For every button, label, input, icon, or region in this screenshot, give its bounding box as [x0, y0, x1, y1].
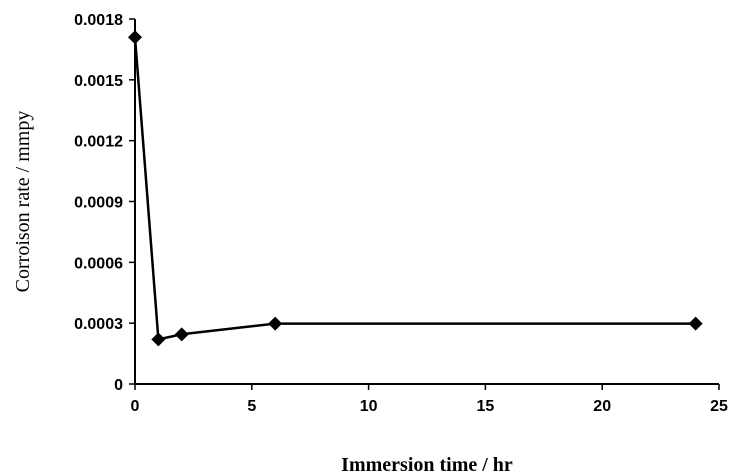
x-tick-label: 10: [360, 398, 378, 415]
y-tick-label: 0: [114, 377, 123, 394]
x-tick-label: 15: [477, 398, 495, 415]
y-axis-title: Corroison rate / mmpy: [12, 111, 34, 293]
series-line: [133, 37, 696, 341]
x-tick-labels: 0 5 10 15 20 25: [131, 398, 728, 415]
data-point-marker: [128, 30, 142, 45]
y-tick-label: 0.0009: [74, 195, 123, 212]
series-layer: [128, 30, 703, 347]
data-point-marker: [688, 316, 703, 331]
x-axis-title: Immersion time / hr: [341, 454, 513, 476]
data-point-marker: [268, 316, 283, 331]
x-tick-label: 20: [593, 398, 611, 415]
y-tick-marks: [129, 18, 135, 385]
y-tick-label: 0.0015: [74, 73, 123, 90]
x-tick-label: 0: [131, 398, 140, 415]
data-point-marker: [174, 327, 189, 342]
y-tick-label: 0.0006: [74, 255, 123, 272]
y-tick-label: 0.0012: [74, 134, 123, 151]
y-tick-labels: 0 0.0003 0.0006 0.0009 0.0012 0.0015 0.0018: [74, 12, 123, 394]
data-point-marker: [151, 332, 166, 347]
y-tick-label: 0.0003: [74, 316, 123, 333]
x-tick-label: 5: [247, 398, 256, 415]
y-tick-label: 0.0018: [74, 12, 123, 29]
x-tick-label: 25: [710, 398, 728, 415]
